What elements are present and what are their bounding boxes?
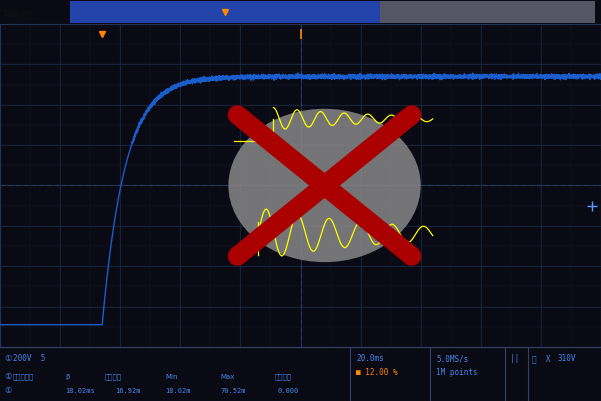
Text: 20.0ms: 20.0ms — [356, 354, 384, 363]
Text: 18.02ms: 18.02ms — [65, 388, 95, 394]
Text: メモリ: メモリ — [22, 10, 36, 19]
Text: ①: ① — [4, 387, 11, 395]
Text: 分析終了: 分析終了 — [105, 374, 122, 380]
Text: 重方式差: 重方式差 — [275, 374, 292, 380]
Bar — [70, 1, 380, 23]
Text: Min: Min — [165, 374, 177, 380]
Text: ||: || — [510, 354, 519, 363]
Bar — [380, 1, 595, 23]
Text: 1M points: 1M points — [436, 369, 478, 377]
Text: 16.92m: 16.92m — [115, 388, 141, 394]
Ellipse shape — [228, 109, 421, 262]
Text: ①: ① — [4, 373, 11, 381]
Text: ■ 12.00 %: ■ 12.00 % — [356, 369, 398, 377]
Text: 立上り時間: 立上り時間 — [13, 374, 34, 380]
Text: Max: Max — [220, 374, 234, 380]
Text: β: β — [65, 374, 69, 380]
Text: Tek: Tek — [3, 10, 19, 19]
Text: ①  X: ① X — [532, 354, 551, 363]
Text: 70.52m: 70.52m — [220, 388, 245, 394]
Text: 310V: 310V — [558, 354, 576, 363]
Text: 18.02m: 18.02m — [165, 388, 191, 394]
Text: 5.0MS/s: 5.0MS/s — [436, 354, 468, 363]
Text: 0.000: 0.000 — [278, 388, 299, 394]
Text: 200V  5: 200V 5 — [13, 354, 45, 363]
Text: ①: ① — [4, 354, 11, 363]
